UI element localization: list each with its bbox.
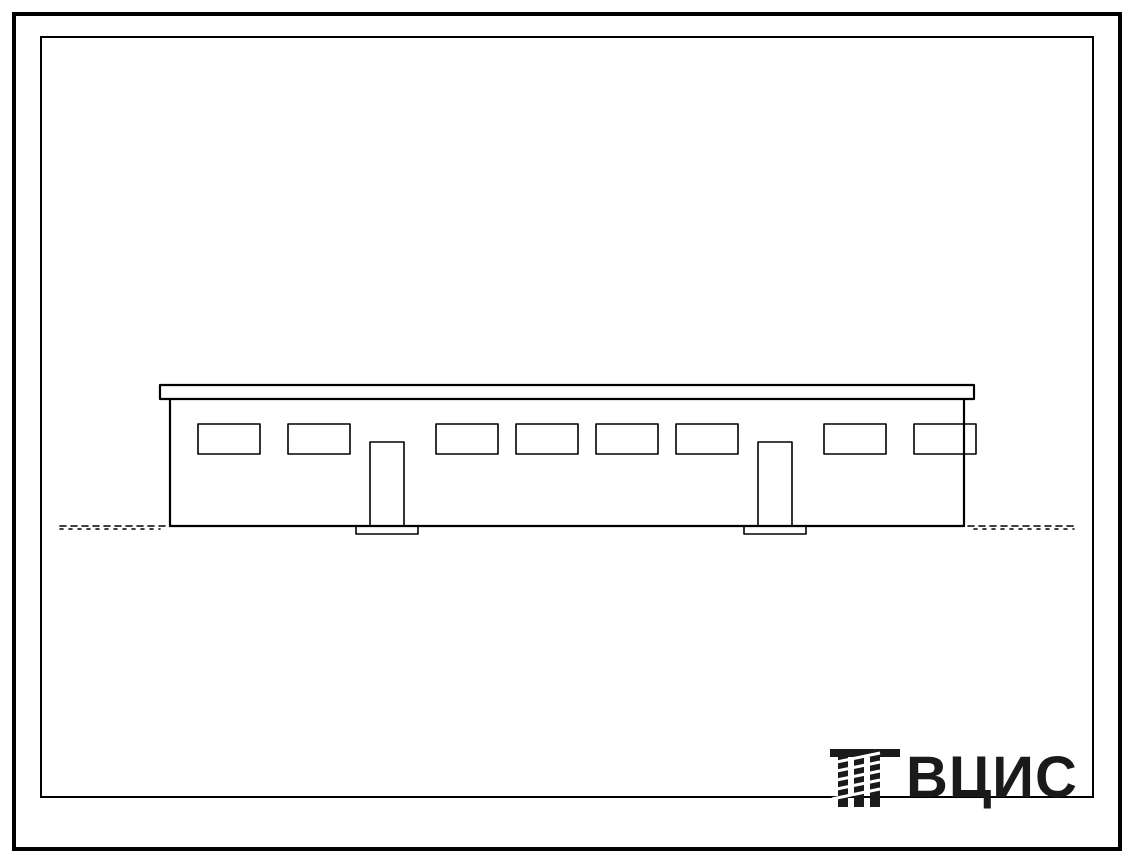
building-svg xyxy=(40,260,1094,660)
logo: ВЦИС xyxy=(830,744,1078,811)
logo-text: ВЦИС xyxy=(906,744,1078,811)
building-elevation xyxy=(40,260,1094,660)
logo-mark-icon xyxy=(830,749,900,807)
